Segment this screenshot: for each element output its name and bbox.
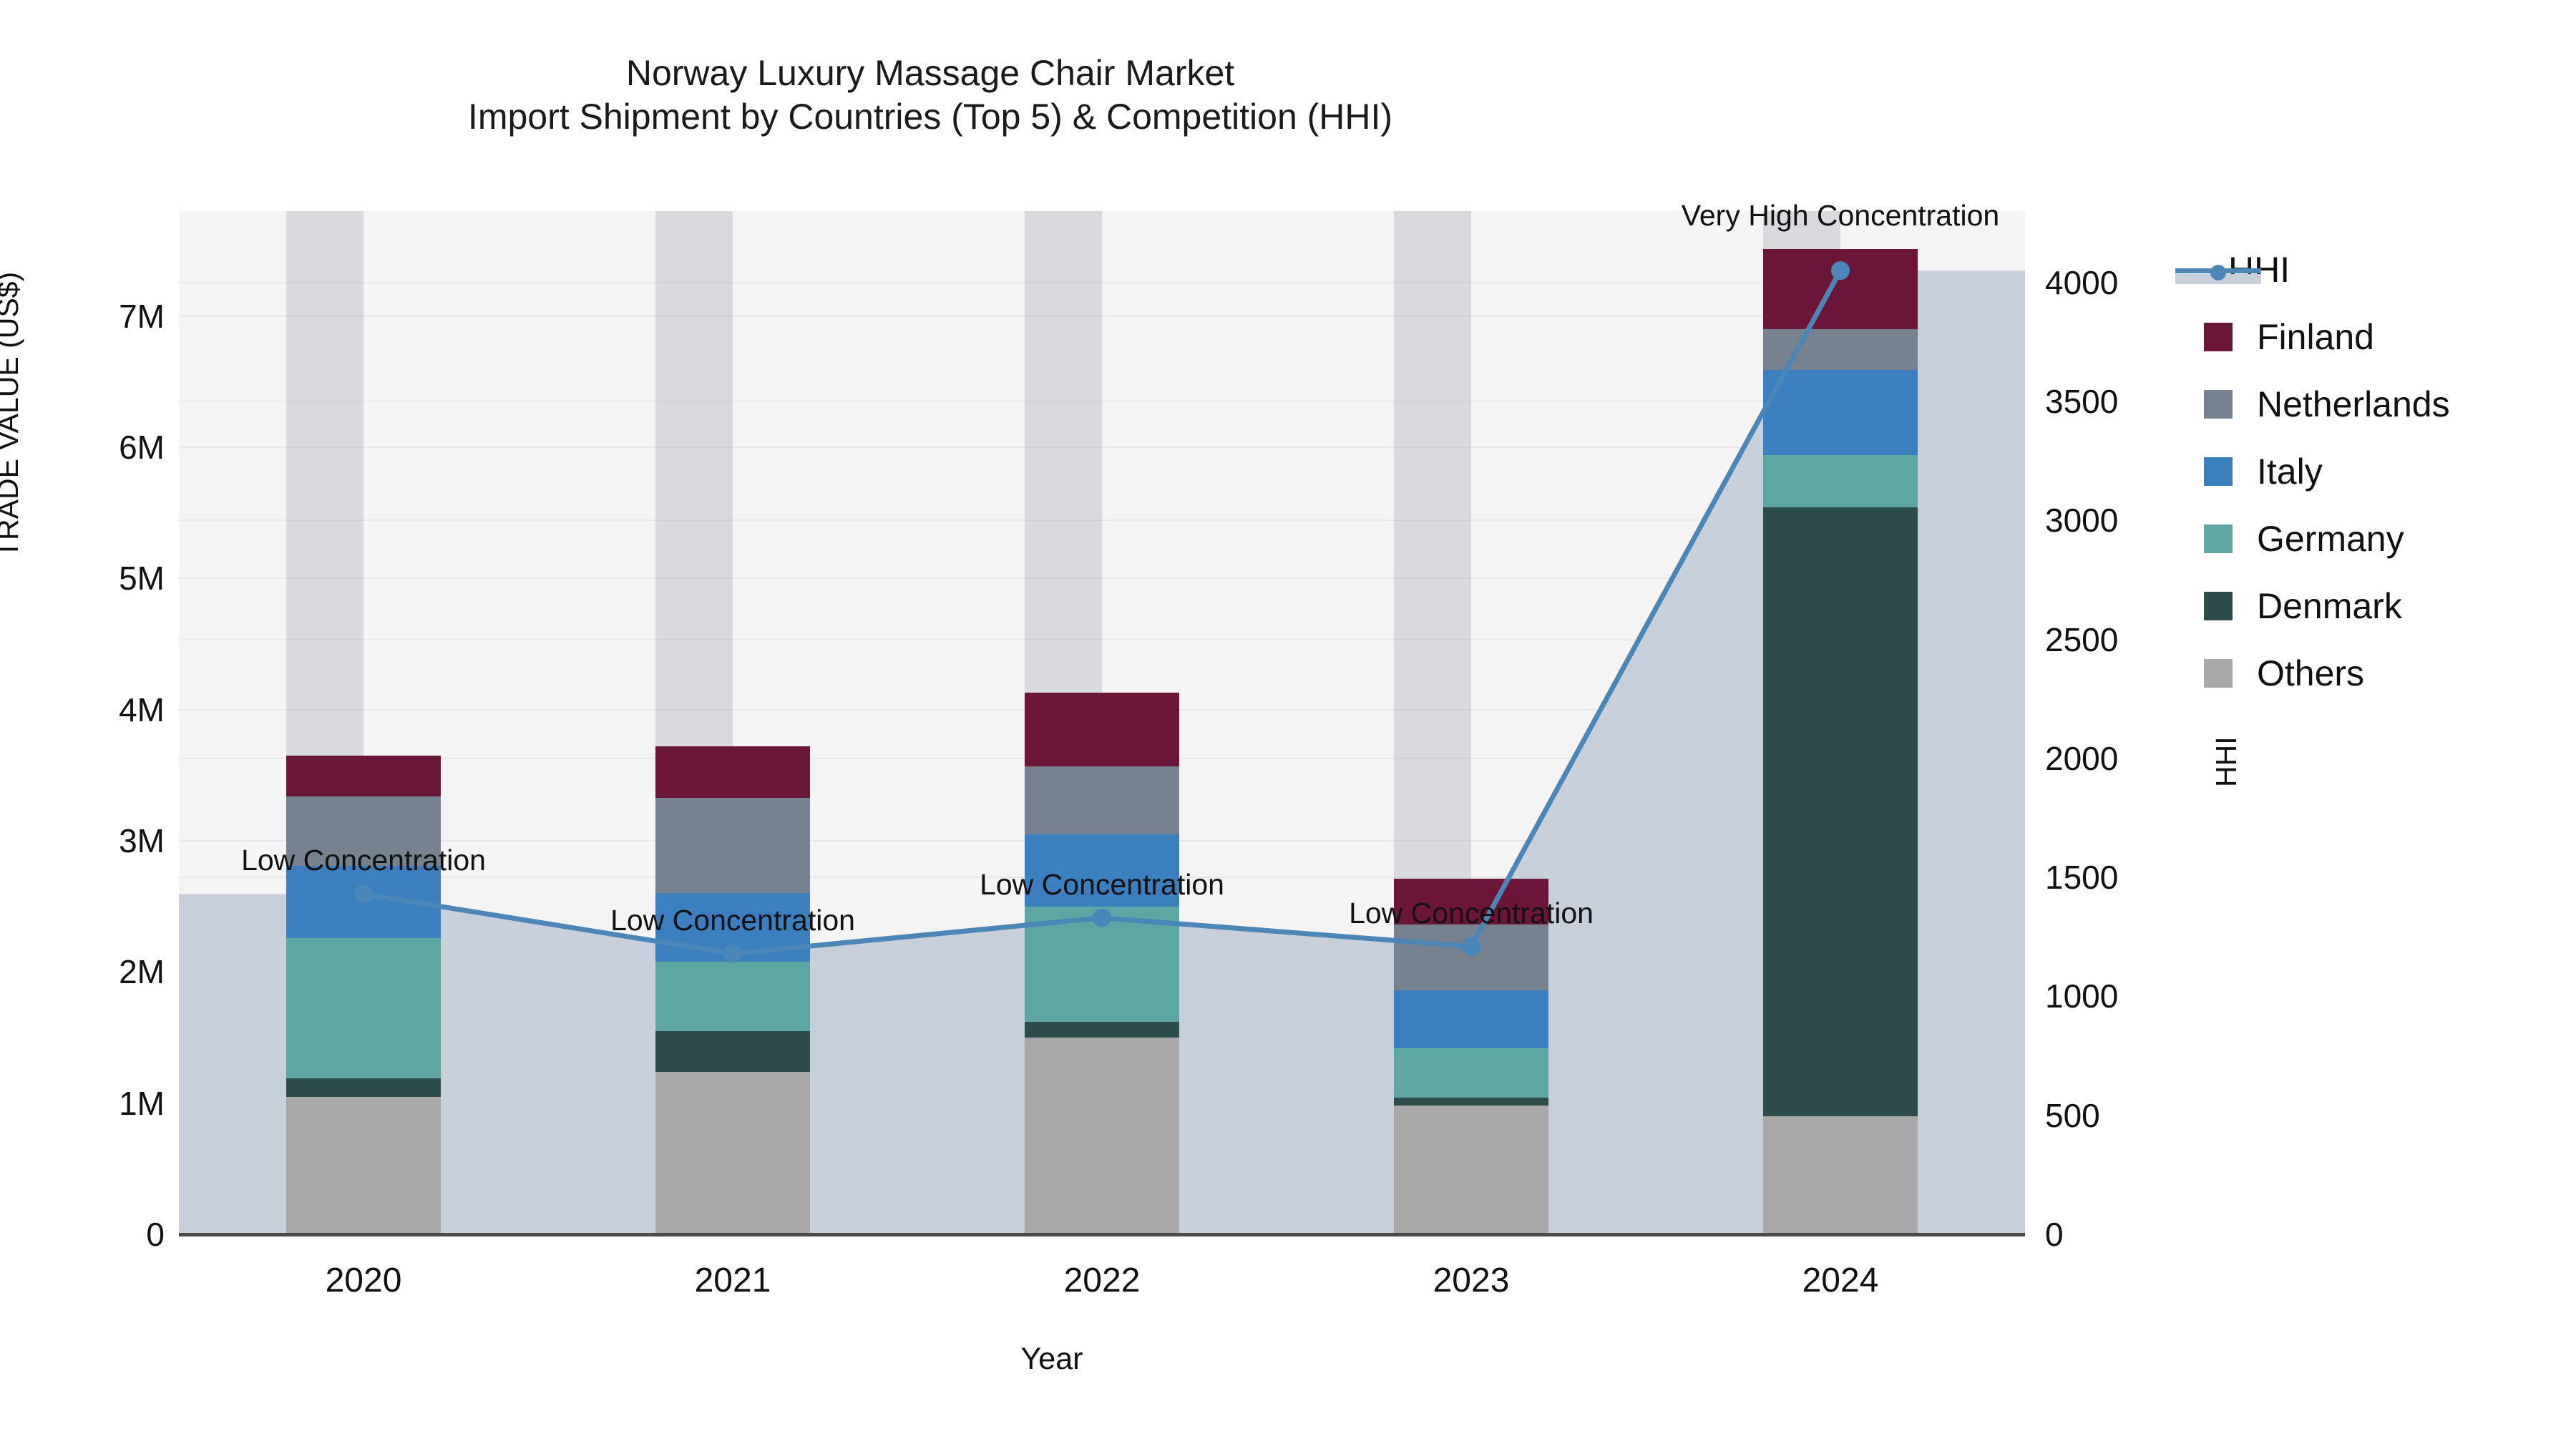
gridline [179,447,2025,448]
legend-line-marker-icon [2175,255,2261,284]
gridline [179,315,2025,317]
y-axis-left-title: TRADE VALUE (US$) [0,271,24,558]
bar-segment-finland[interactable] [1024,692,1180,766]
annotation-concentration-2021: Low Concentration [610,903,855,937]
x-axis-tick-label-2021: 2021 [694,1262,771,1299]
y-axis-right-tick-label: 500 [2045,1096,2100,1134]
page-title: Norway Luxury Massage Chair Market Impor… [0,52,1860,139]
bar-segment-others[interactable] [1393,1106,1549,1234]
bar-segment-italy[interactable] [1024,834,1180,907]
annotation-concentration-2022: Low Concentration [980,867,1224,901]
bar-stack[interactable] [286,755,441,1234]
chart-title-line-1: Norway Luxury Massage Chair Market [625,53,1235,93]
gridline [179,577,2025,580]
bar-segment-denmark[interactable] [1393,1098,1549,1106]
y-axis-left-tick-label: 1M [119,1084,165,1122]
gridline [179,401,2025,403]
x-axis-title: Year [1020,1342,1083,1376]
y-axis-left-tick-label: 2M [119,953,165,991]
legend-item-germany[interactable]: Germany [2204,505,2576,572]
legend-item-label: Netherlands [2257,384,2450,424]
legend-swatch-icon [2204,390,2233,419]
y-axis-right-tick-label: 4000 [2045,263,2119,301]
legend-item-label: Germany [2257,519,2404,559]
bar-segment-netherlands[interactable] [1393,924,1549,991]
y-axis-right-tick-label: 2500 [2045,620,2119,658]
bar-segment-finland[interactable] [286,755,441,796]
chart-legend: HHI Finland Netherlands Italy Germany Denmark… [2175,236,2576,707]
legend-item-label: Finland [2257,317,2374,357]
legend-item-label: Italy [2257,452,2323,492]
bar-segment-germany[interactable] [655,961,811,1031]
bar-segment-italy[interactable] [1762,369,1918,456]
bar-segment-others[interactable] [1762,1116,1918,1234]
x-axis-tick-label-2024: 2024 [1802,1262,1879,1299]
y-axis-right-tick-label: 3000 [2045,502,2119,540]
legend-item-others[interactable]: Others [2204,640,2576,707]
legend-swatch-icon [2204,659,2233,688]
y-axis-right-tick-label: 1500 [2045,859,2119,897]
bar-segment-others[interactable] [655,1071,811,1234]
bar-segment-denmark[interactable] [655,1030,811,1072]
legend-item-label: Others [2257,653,2365,693]
legend-swatch-icon [2204,457,2233,486]
hhi-area-fill [179,270,2025,1234]
legend-item-finland[interactable]: Finland [2204,303,2576,371]
y-axis-left-tick-label: 7M [119,297,165,335]
x-axis-tick-label-2022: 2022 [1063,1262,1141,1299]
x-axis-line [179,1233,2025,1236]
x-axis-tick-label-2020: 2020 [325,1262,402,1299]
bar-segment-netherlands[interactable] [1024,766,1180,834]
y-axis-right-tick-label: 0 [2045,1216,2064,1253]
gridline [179,638,2025,640]
bar-segment-netherlands[interactable] [286,796,441,866]
bar-segment-others[interactable] [286,1096,441,1234]
annotation-concentration-2020: Low Concentration [241,844,486,877]
y-axis-left-tick-label: 5M [119,560,165,597]
legend-item-label: Denmark [2257,586,2402,626]
bar-stack[interactable] [1024,692,1180,1234]
bar-stack[interactable] [1393,879,1549,1234]
bar-segment-germany[interactable] [286,937,441,1078]
annotation-concentration-2023: Low Concentration [1349,896,1594,930]
legend-item-hhi[interactable]: HHI [2175,236,2576,303]
legend-swatch-icon [2204,525,2233,553]
bar-segment-finland[interactable] [655,746,811,798]
bar-segment-denmark[interactable] [1762,507,1918,1117]
bar-segment-others[interactable] [1024,1038,1180,1234]
y-axis-left-tick-label: 4M [119,691,165,728]
bar-segment-denmark[interactable] [286,1078,441,1097]
y-axis-right-title: HHI [2210,736,2243,787]
legend-swatch-icon [2204,592,2233,620]
legend-item-italy[interactable]: Italy [2204,438,2576,505]
bar-segment-netherlands[interactable] [655,797,811,894]
bar-segment-germany[interactable] [1762,455,1918,508]
plot-area [179,211,2025,1235]
gridline [179,281,2025,283]
annotation-concentration-2024: Very High Concentration [1681,199,2000,233]
gridline [179,519,2025,522]
legend-item-denmark[interactable]: Denmark [2204,572,2576,640]
y-axis-right-tick-label: 2000 [2045,739,2119,777]
bar-stack[interactable] [1762,249,1918,1234]
x-axis-tick-label-2023: 2023 [1433,1262,1510,1299]
bar-segment-italy[interactable] [1393,990,1549,1048]
y-axis-left-tick-label: 0 [146,1216,165,1253]
bar-segment-germany[interactable] [1393,1048,1549,1098]
bar-stack[interactable] [655,746,811,1234]
bar-segment-denmark[interactable] [1024,1022,1180,1038]
y-axis-right-tick-label: 3500 [2045,383,2119,421]
hhi-line-series [354,261,1850,963]
legend-item-netherlands[interactable]: Netherlands [2204,371,2576,438]
legend-swatch-icon [2204,323,2233,351]
chart-title-subtitle: Import Shipment by Countries (Top 5) & C… [467,97,1393,137]
bar-segment-finland[interactable] [1393,879,1549,925]
y-axis-right-tick-label: 1000 [2045,977,2119,1015]
y-axis-left-tick-label: 3M [119,822,165,859]
y-axis-left-tick-label: 6M [119,429,165,466]
